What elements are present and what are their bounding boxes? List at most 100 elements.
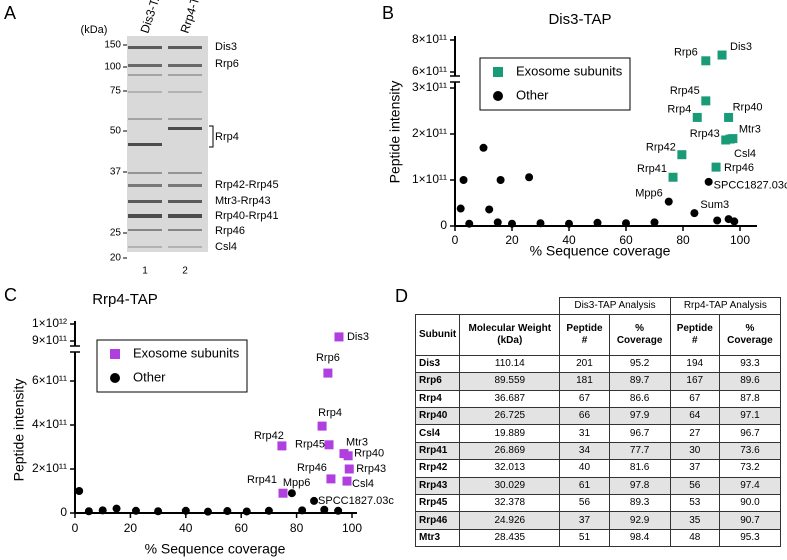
- point: [496, 176, 505, 184]
- table-cell: 30.029: [459, 476, 561, 496]
- x-tick-label: 80: [290, 521, 304, 535]
- point-label: SPCC1827.03c: [318, 495, 394, 507]
- table-cell: 40: [559, 459, 610, 478]
- point: [525, 173, 534, 182]
- table-cell: Mtr3: [414, 528, 461, 548]
- table-cell: Rrp42: [414, 459, 461, 478]
- point: [536, 219, 545, 228]
- table-cell: 35: [669, 511, 720, 530]
- point-label: Rrp41: [637, 163, 667, 175]
- column-header: Molecular Weight (kDa): [459, 313, 561, 356]
- table-cell: 194: [669, 354, 720, 374]
- point: [717, 50, 727, 60]
- point: [711, 162, 721, 172]
- table-cell: 37: [559, 511, 610, 530]
- point-label: Rrp46: [297, 462, 327, 474]
- x-tick-label: 0: [72, 521, 79, 535]
- gel-band: [128, 64, 162, 67]
- point: [326, 474, 336, 484]
- column-header: Subunit: [414, 313, 461, 356]
- column-header: % Coverage: [608, 313, 671, 356]
- table-cell: 97.9: [608, 407, 671, 426]
- x-tick-label: 100: [730, 233, 750, 247]
- point: [692, 112, 702, 122]
- table-cell: 28.435: [459, 528, 561, 548]
- point-label: Csl4: [352, 478, 374, 490]
- y-tick-label: 9×10¹¹: [32, 333, 67, 347]
- table-cell: 77.7: [608, 441, 671, 461]
- point: [479, 143, 488, 152]
- table-cell: 81.6: [608, 459, 671, 478]
- marker-label: 150: [104, 40, 121, 51]
- point: [278, 488, 288, 498]
- point-label: Sum3: [700, 199, 729, 211]
- point-label: Rrp41: [247, 474, 277, 486]
- column-header-row: Subunit Molecular Weight (kDa) Peptide #% …: [414, 313, 782, 356]
- table-cell: 67: [669, 389, 720, 409]
- table-cell: 64: [669, 407, 720, 426]
- table-row: Mtr3 28.435 51 98.4 48 95.3: [414, 528, 782, 548]
- y-axis-label: Peptide intensity: [387, 81, 403, 184]
- point: [334, 506, 343, 515]
- legend-marker: [493, 67, 503, 77]
- marker-label: 100: [104, 62, 121, 73]
- table-cell: 73.2: [718, 459, 782, 478]
- legend-marker: [110, 373, 120, 383]
- gel-band: [128, 143, 162, 146]
- point-label: SPCC1827.03c: [714, 180, 787, 192]
- table-cell: 89.559: [459, 372, 561, 391]
- gel-band: [168, 74, 202, 76]
- table-cell: Csl4: [414, 424, 461, 443]
- table-cell: 26.725: [459, 407, 561, 426]
- point: [320, 505, 329, 514]
- band-label: Mtr3-Rrp43: [215, 195, 271, 207]
- y-tick-label: 4×10¹¹: [32, 417, 67, 431]
- point: [725, 134, 735, 144]
- point-label: Dis3: [347, 331, 369, 343]
- column-header: Peptide #: [669, 313, 720, 356]
- point: [701, 96, 711, 106]
- x-tick-label: 40: [179, 521, 193, 535]
- lane-number: 1: [142, 266, 148, 277]
- point-label: Rrp42: [646, 142, 676, 154]
- point-label: Rrp42: [254, 430, 284, 442]
- point-label: Mtr3: [739, 124, 761, 136]
- table-cell: 32.013: [459, 459, 561, 478]
- table-row: Rrp42 32.013 40 81.6 37 73.2: [414, 459, 782, 478]
- x-tick-label: 40: [562, 233, 576, 247]
- point: [264, 506, 273, 515]
- point: [154, 507, 163, 516]
- point-label: Rrp45: [670, 85, 700, 97]
- point: [664, 197, 673, 206]
- y-tick-label: 0: [60, 505, 67, 519]
- x-tick-label: 100: [342, 521, 362, 535]
- band-label: Rrp46: [215, 225, 245, 237]
- point-label: Mpp6: [283, 477, 311, 489]
- y-axis-label: Peptide intensity: [11, 379, 27, 482]
- point: [730, 217, 739, 226]
- table-cell: 98.4: [608, 528, 671, 548]
- blank-cell: [416, 298, 560, 315]
- table-cell: 201: [559, 354, 610, 374]
- point-label: Rrp45: [295, 439, 325, 451]
- table-cell: Rrp43: [414, 476, 461, 496]
- x-tick-label: 80: [676, 233, 690, 247]
- chart-title: Rrp4-TAP: [92, 291, 158, 308]
- gel-band: [128, 46, 162, 49]
- table-cell: 95.3: [718, 528, 782, 548]
- lane-header: Rrp4-TAP: [178, 0, 208, 35]
- table-cell: 90.0: [718, 494, 782, 513]
- point: [343, 451, 353, 461]
- band-label: Rrp6: [215, 58, 239, 70]
- table-cell: 61: [559, 476, 610, 496]
- gel-band: [128, 200, 162, 203]
- point: [690, 209, 699, 218]
- table-cell: 92.9: [608, 511, 671, 530]
- gel-band: [168, 184, 202, 187]
- point: [324, 440, 334, 450]
- point: [668, 172, 678, 182]
- gel-band: [128, 214, 162, 218]
- point: [84, 507, 93, 516]
